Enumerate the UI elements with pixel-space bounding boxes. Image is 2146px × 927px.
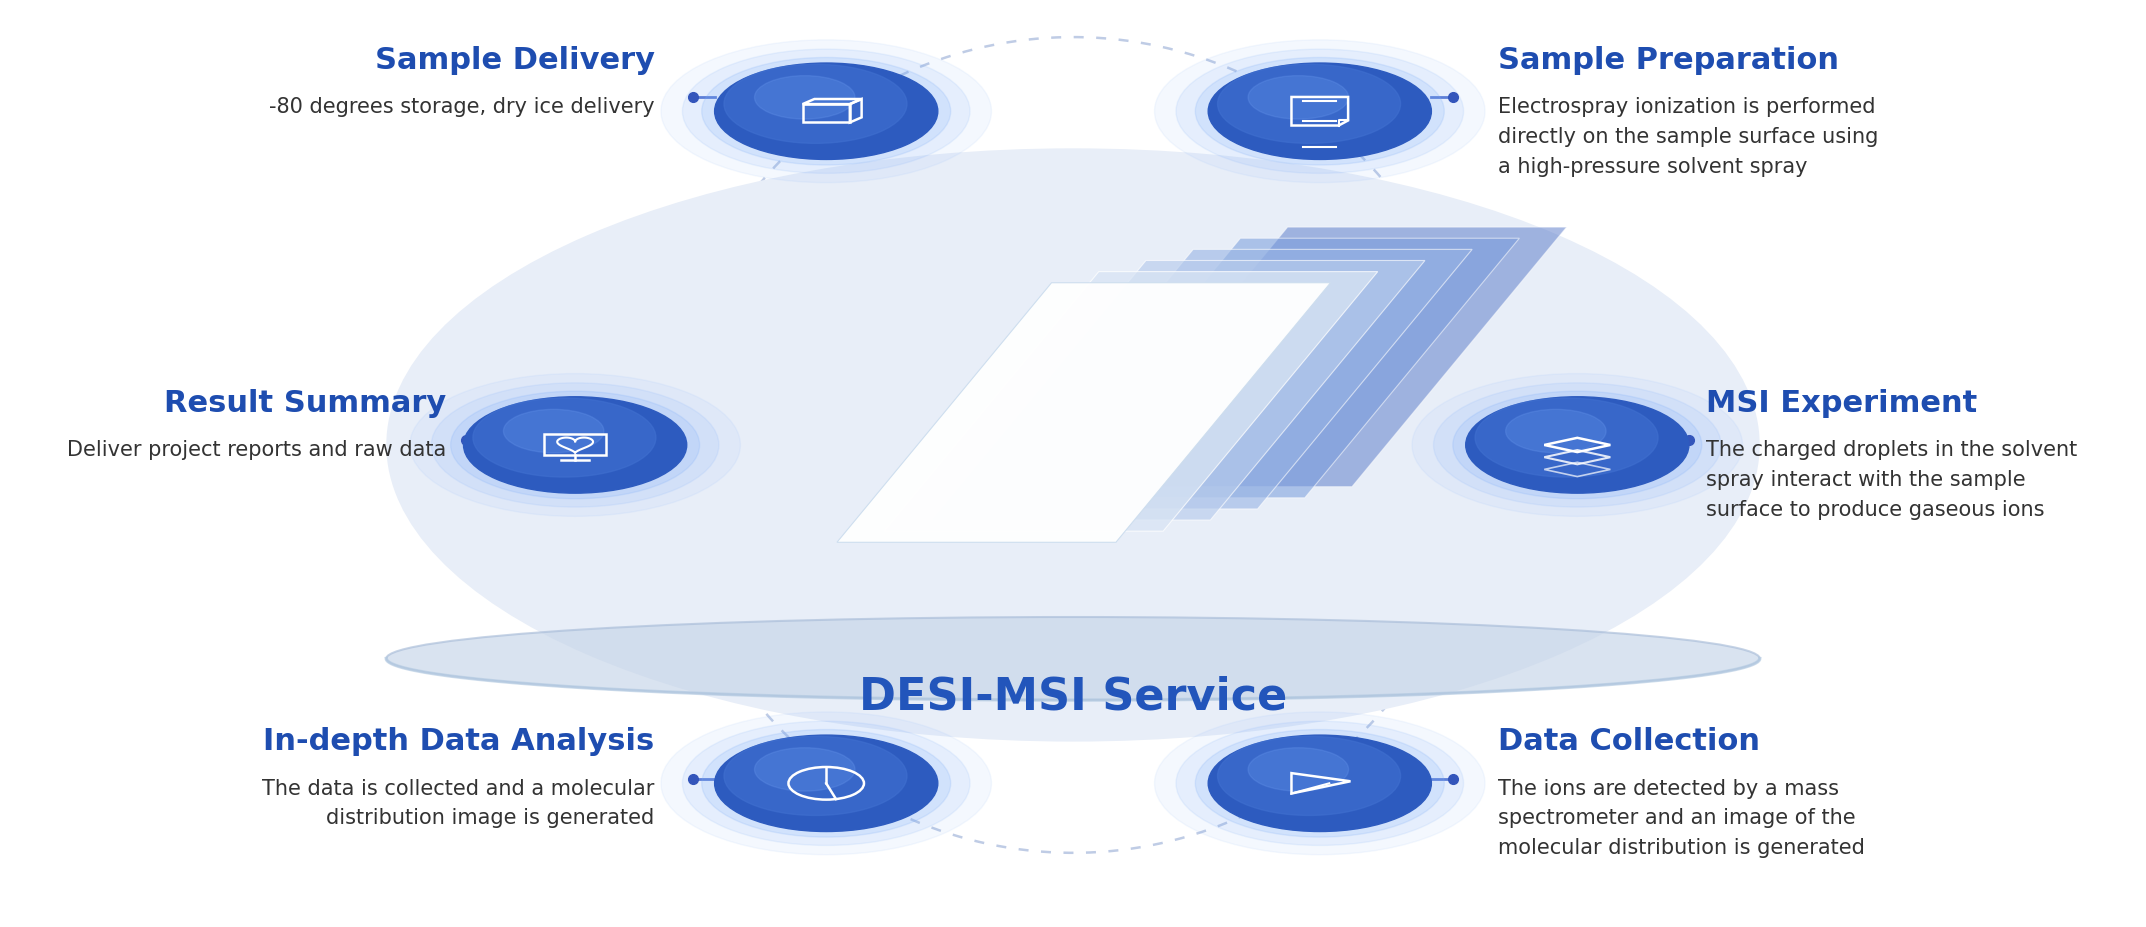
Polygon shape bbox=[1026, 238, 1519, 498]
Text: -80 degrees storage, dry ice delivery: -80 degrees storage, dry ice delivery bbox=[268, 97, 655, 118]
Text: MSI Experiment: MSI Experiment bbox=[1706, 388, 1976, 418]
Text: Sample Preparation: Sample Preparation bbox=[1498, 45, 1839, 75]
Circle shape bbox=[661, 40, 991, 183]
Text: Deliver project reports and raw data: Deliver project reports and raw data bbox=[67, 440, 446, 461]
Polygon shape bbox=[837, 283, 1331, 542]
Circle shape bbox=[682, 49, 970, 173]
Circle shape bbox=[715, 735, 938, 832]
Text: In-depth Data Analysis: In-depth Data Analysis bbox=[264, 727, 655, 756]
Circle shape bbox=[451, 391, 700, 499]
Circle shape bbox=[1217, 736, 1401, 816]
Text: Electrospray ionization is performed
directly on the sample surface using
a high: Electrospray ionization is performed dir… bbox=[1498, 97, 1878, 176]
Text: The ions are detected by a mass
spectrometer and an image of the
molecular distr: The ions are detected by a mass spectrom… bbox=[1498, 779, 1865, 857]
Circle shape bbox=[1249, 748, 1348, 791]
Circle shape bbox=[661, 712, 991, 855]
Circle shape bbox=[1176, 49, 1464, 173]
Circle shape bbox=[472, 398, 657, 477]
Text: Sample Delivery: Sample Delivery bbox=[376, 45, 655, 75]
Circle shape bbox=[1195, 57, 1444, 165]
Circle shape bbox=[1217, 64, 1401, 144]
Circle shape bbox=[1195, 730, 1444, 837]
Text: Data Collection: Data Collection bbox=[1498, 727, 1760, 756]
Ellipse shape bbox=[386, 617, 1760, 700]
Polygon shape bbox=[1073, 227, 1567, 487]
Circle shape bbox=[410, 374, 740, 516]
Circle shape bbox=[1208, 63, 1431, 159]
Circle shape bbox=[1466, 397, 1689, 493]
Circle shape bbox=[715, 63, 938, 159]
Circle shape bbox=[386, 148, 1760, 742]
Polygon shape bbox=[884, 272, 1378, 531]
Circle shape bbox=[702, 730, 951, 837]
Circle shape bbox=[1155, 712, 1485, 855]
Polygon shape bbox=[931, 260, 1425, 520]
Circle shape bbox=[682, 721, 970, 845]
Circle shape bbox=[1434, 383, 1721, 507]
Text: Result Summary: Result Summary bbox=[163, 388, 446, 418]
Circle shape bbox=[755, 76, 854, 119]
Circle shape bbox=[431, 383, 719, 507]
Circle shape bbox=[1155, 40, 1485, 183]
Circle shape bbox=[1474, 398, 1659, 477]
Polygon shape bbox=[979, 249, 1472, 509]
Circle shape bbox=[504, 410, 603, 452]
Text: The data is collected and a molecular
distribution image is generated: The data is collected and a molecular di… bbox=[262, 779, 655, 829]
Circle shape bbox=[702, 57, 951, 165]
Circle shape bbox=[1249, 76, 1348, 119]
Circle shape bbox=[1506, 410, 1605, 452]
Text: DESI-MSI Service: DESI-MSI Service bbox=[858, 676, 1288, 718]
Circle shape bbox=[755, 748, 854, 791]
Circle shape bbox=[1176, 721, 1464, 845]
Circle shape bbox=[1208, 735, 1431, 832]
Text: The charged droplets in the solvent
spray interact with the sample
surface to pr: The charged droplets in the solvent spra… bbox=[1706, 440, 2077, 519]
Circle shape bbox=[723, 64, 908, 144]
Circle shape bbox=[1412, 374, 1743, 516]
Circle shape bbox=[1453, 391, 1702, 499]
Circle shape bbox=[464, 397, 687, 493]
Circle shape bbox=[723, 736, 908, 816]
